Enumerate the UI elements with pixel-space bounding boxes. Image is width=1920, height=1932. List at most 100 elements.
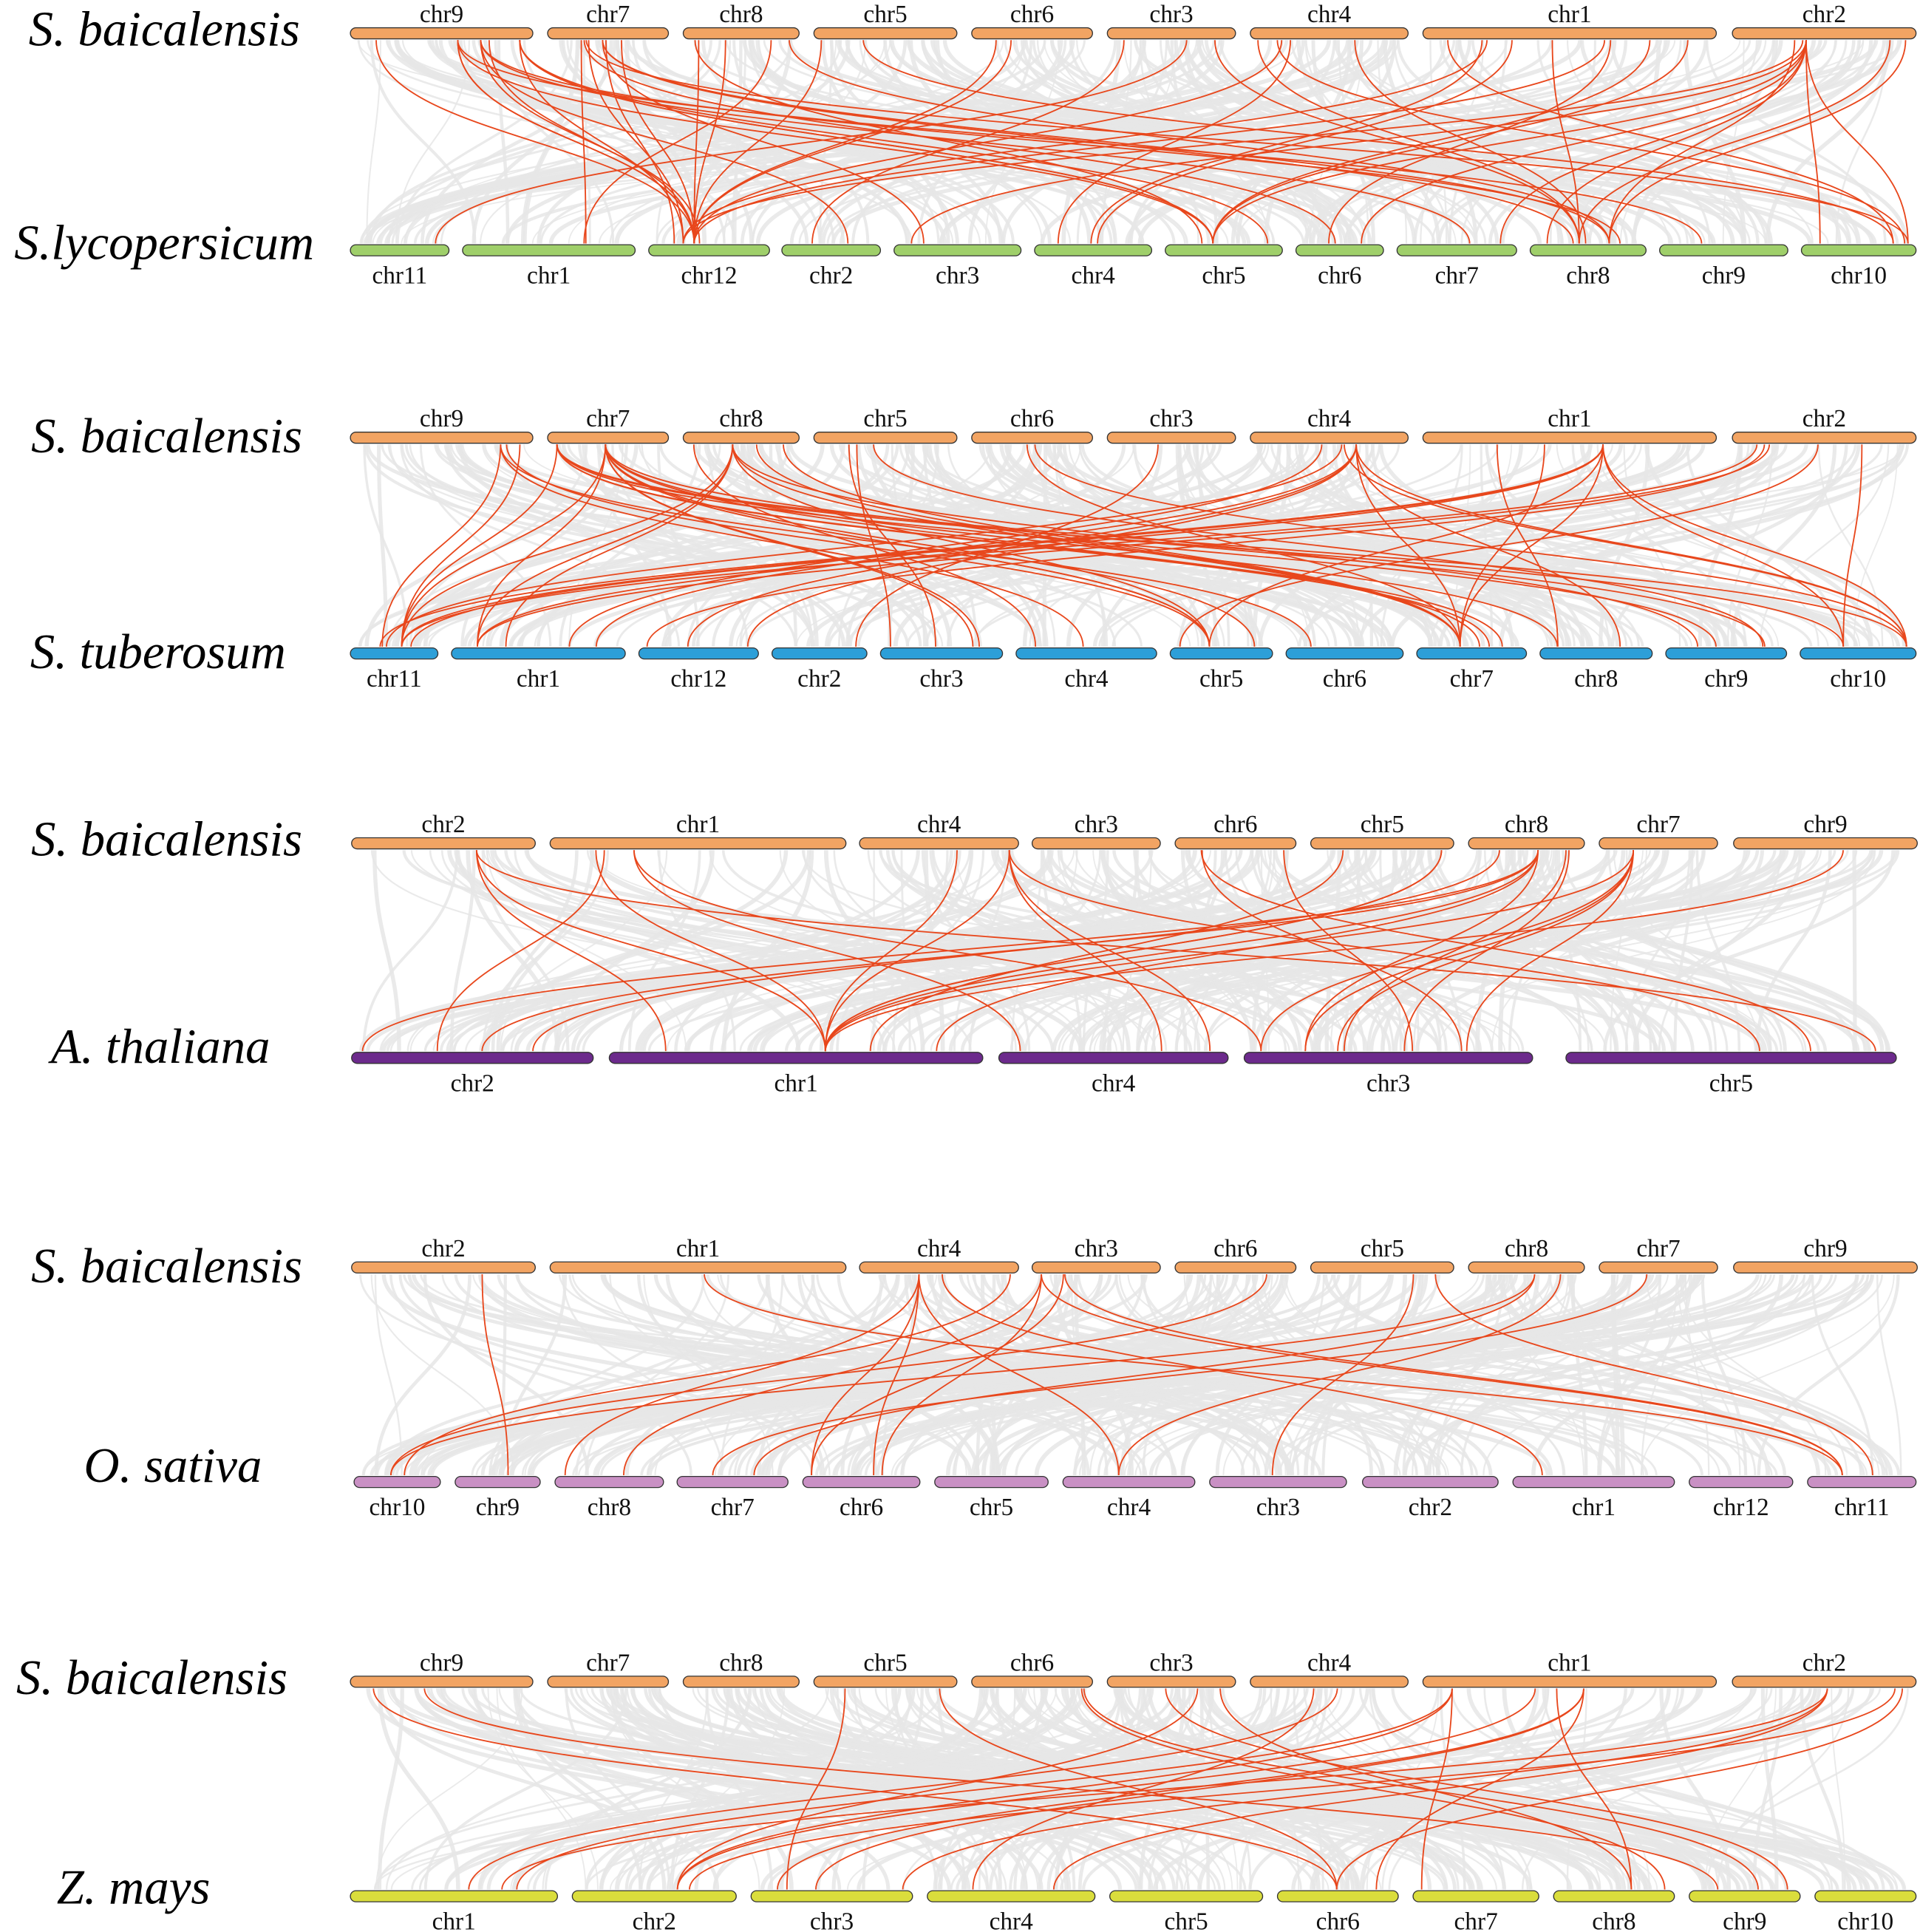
chromosome-bar[interactable]	[1062, 1475, 1196, 1489]
chromosome-bar[interactable]	[1015, 647, 1157, 660]
chromosome-bar[interactable]	[350, 1890, 559, 1902]
chromosome-bar[interactable]	[813, 432, 958, 444]
chromosome-bar[interactable]	[1031, 837, 1161, 850]
chromosome-bar[interactable]	[350, 27, 534, 40]
chromosome-bar[interactable]	[1512, 1475, 1675, 1489]
chromosome-bar[interactable]	[1396, 244, 1517, 256]
chromosome-bar[interactable]	[1106, 27, 1236, 40]
chromosome-bar[interactable]	[879, 647, 1004, 660]
chromosome-bar[interactable]	[1732, 432, 1917, 444]
chromosome-bar[interactable]	[1665, 647, 1788, 660]
chromosome-bar[interactable]	[1109, 1890, 1264, 1902]
chromosome-bar[interactable]	[1250, 27, 1409, 40]
chromosome-bar[interactable]	[998, 1052, 1229, 1064]
chromosome-bar[interactable]	[781, 244, 882, 256]
chromosome-bar[interactable]	[1310, 1261, 1454, 1274]
chromosome-bar[interactable]	[1412, 1890, 1539, 1902]
chromosome-bar[interactable]	[350, 244, 450, 256]
chromosome-bar[interactable]	[927, 1890, 1096, 1902]
chromosome-bar[interactable]	[971, 27, 1093, 40]
chromosome-bar[interactable]	[971, 1676, 1093, 1688]
chromosome-bar[interactable]	[1209, 1475, 1347, 1489]
chromosome-bar[interactable]	[549, 837, 847, 850]
chromosome-bar[interactable]	[1553, 1890, 1675, 1902]
chromosome-bar[interactable]	[1733, 1261, 1918, 1274]
chromosome-bar[interactable]	[1243, 1052, 1533, 1064]
chromosome-bar[interactable]	[1539, 647, 1653, 660]
chromosome-bar[interactable]	[1031, 1261, 1161, 1274]
background-link	[423, 1688, 628, 1890]
chromosome-bar[interactable]	[1250, 1676, 1409, 1688]
chromosome-bar[interactable]	[1169, 647, 1273, 660]
chromosome-bar[interactable]	[1659, 244, 1788, 256]
chromosome-bar[interactable]	[353, 1475, 441, 1489]
chromosome-bar[interactable]	[638, 647, 759, 660]
chromosome-bar[interactable]	[462, 244, 636, 256]
chromosome-bar[interactable]	[1599, 1261, 1718, 1274]
chromosome-bar[interactable]	[608, 1052, 984, 1064]
chromosome-bar[interactable]	[1106, 1676, 1236, 1688]
chromosome-bar[interactable]	[682, 432, 800, 444]
chromosome-bar[interactable]	[351, 1261, 536, 1274]
chromosome-bar[interactable]	[350, 647, 439, 660]
chromosome-bar[interactable]	[547, 432, 670, 444]
chromosome-bar[interactable]	[1106, 432, 1236, 444]
chromosome-bar[interactable]	[455, 1475, 541, 1489]
chromosome-bar[interactable]	[802, 1475, 921, 1489]
chromosome-bar[interactable]	[1165, 244, 1283, 256]
chromosome-bar[interactable]	[1800, 647, 1917, 660]
chromosome-bar[interactable]	[1416, 647, 1528, 660]
chromosome-bar[interactable]	[1174, 837, 1297, 850]
highlight-link	[475, 850, 667, 1052]
chromosome-bar[interactable]	[1529, 244, 1647, 256]
chromosome-bar[interactable]	[1689, 1890, 1801, 1902]
chromosome-bar[interactable]	[1361, 1475, 1499, 1489]
chromosome-bar[interactable]	[547, 27, 670, 40]
chromosome-bar[interactable]	[859, 837, 1019, 850]
chromosome-bar[interactable]	[1310, 837, 1454, 850]
chromosome-bar[interactable]	[1800, 244, 1917, 256]
chromosome-bar[interactable]	[1468, 837, 1585, 850]
chromosome-bar[interactable]	[676, 1475, 789, 1489]
chromosome-bar[interactable]	[859, 1261, 1019, 1274]
chromosome-bar[interactable]	[451, 647, 626, 660]
chromosome-bar[interactable]	[351, 837, 536, 850]
chromosome-label: chr6	[1323, 665, 1366, 693]
chromosome-bar[interactable]	[893, 244, 1022, 256]
chromosome-bar[interactable]	[1732, 27, 1917, 40]
chromosome-bar[interactable]	[1285, 647, 1404, 660]
chromosome-bar[interactable]	[571, 1890, 737, 1902]
chromosome-bar[interactable]	[350, 1676, 534, 1688]
chromosome-bar[interactable]	[1468, 1261, 1585, 1274]
chromosome-bar[interactable]	[1295, 244, 1384, 256]
chromosome-bar[interactable]	[554, 1475, 664, 1489]
chromosome-bar[interactable]	[971, 432, 1093, 444]
chromosome-bar[interactable]	[1034, 244, 1153, 256]
chromosome-bar[interactable]	[1422, 1676, 1718, 1688]
chromosome-bar[interactable]	[682, 1676, 800, 1688]
chromosome-bar[interactable]	[1422, 432, 1718, 444]
chromosome-bar[interactable]	[549, 1261, 847, 1274]
chromosome-bar[interactable]	[1599, 837, 1718, 850]
chromosome-bar[interactable]	[351, 1052, 594, 1064]
chromosome-bar[interactable]	[813, 1676, 958, 1688]
chromosome-bar[interactable]	[1807, 1475, 1917, 1489]
chromosome-bar[interactable]	[934, 1475, 1049, 1489]
chromosome-bar[interactable]	[1174, 1261, 1297, 1274]
chromosome-bar[interactable]	[1733, 837, 1918, 850]
chromosome-bar[interactable]	[750, 1890, 913, 1902]
chromosome-bar[interactable]	[1689, 1475, 1794, 1489]
chromosome-bar[interactable]	[547, 1676, 670, 1688]
chromosome-bar[interactable]	[1732, 1676, 1917, 1688]
chromosome-bar[interactable]	[813, 27, 958, 40]
chromosome-bar[interactable]	[350, 432, 534, 444]
chromosome-bar[interactable]	[648, 244, 770, 256]
highlight-link	[556, 444, 1503, 647]
chromosome-bar[interactable]	[1250, 432, 1409, 444]
chromosome-bar[interactable]	[1422, 27, 1718, 40]
chromosome-bar[interactable]	[1814, 1890, 1917, 1902]
chromosome-bar[interactable]	[682, 27, 800, 40]
chromosome-bar[interactable]	[1276, 1890, 1399, 1902]
chromosome-bar[interactable]	[1565, 1052, 1897, 1064]
chromosome-bar[interactable]	[771, 647, 868, 660]
